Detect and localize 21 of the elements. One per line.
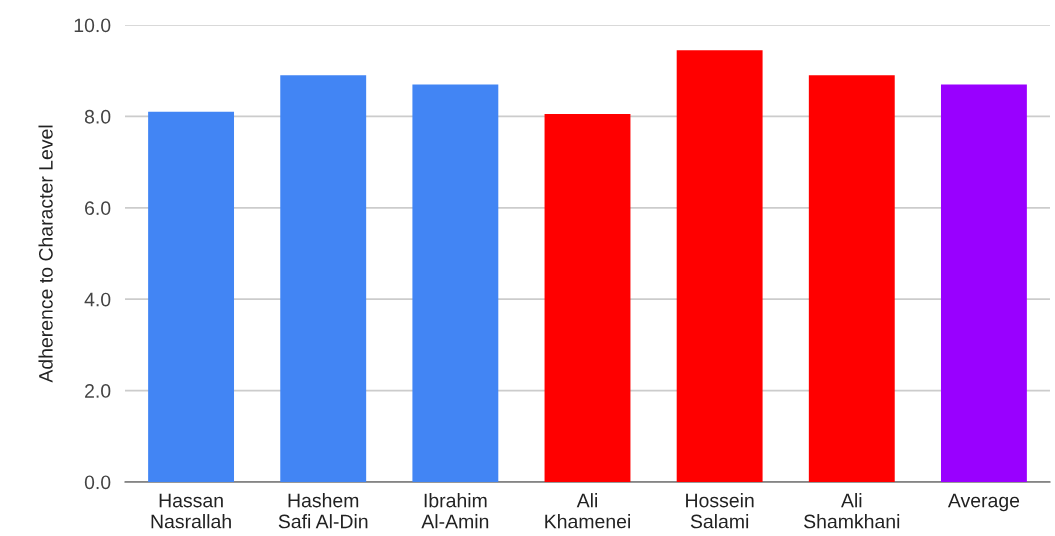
y-tick-label: 6.0 <box>85 201 111 216</box>
bar <box>676 50 763 482</box>
bar <box>940 84 1027 482</box>
y-tick-label: 10.0 <box>74 18 111 33</box>
x-tick-label: Hossein Salami <box>686 493 754 529</box>
x-tick-label: Ibrahim Al-Amin <box>421 493 489 529</box>
y-axis-title: Adherence to Character Level <box>38 125 53 383</box>
bar <box>148 111 235 482</box>
y-tick-label: 2.0 <box>85 384 111 398</box>
x-tick-label: Ali Khamenei <box>545 493 630 529</box>
y-tick-label: 0.0 <box>84 475 111 490</box>
x-tick-label: Ali Shamkhani <box>804 493 900 529</box>
bar <box>280 75 367 482</box>
x-tick-label: Hashem Safi Al-Din <box>278 493 368 529</box>
y-tick-label: 8.0 <box>84 109 111 124</box>
y-tick-label: 4.0 <box>84 292 111 307</box>
x-tick-label: Average <box>947 493 1020 512</box>
bar <box>412 84 499 482</box>
bar <box>544 114 631 482</box>
x-tick-label: Hassan Nasrallah <box>151 493 231 529</box>
bar <box>808 75 895 482</box>
